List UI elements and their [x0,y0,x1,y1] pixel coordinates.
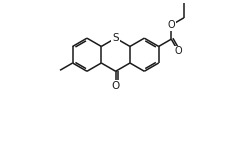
Text: O: O [168,20,175,30]
Text: O: O [174,46,182,56]
Text: O: O [112,81,120,91]
Text: S: S [112,33,119,43]
